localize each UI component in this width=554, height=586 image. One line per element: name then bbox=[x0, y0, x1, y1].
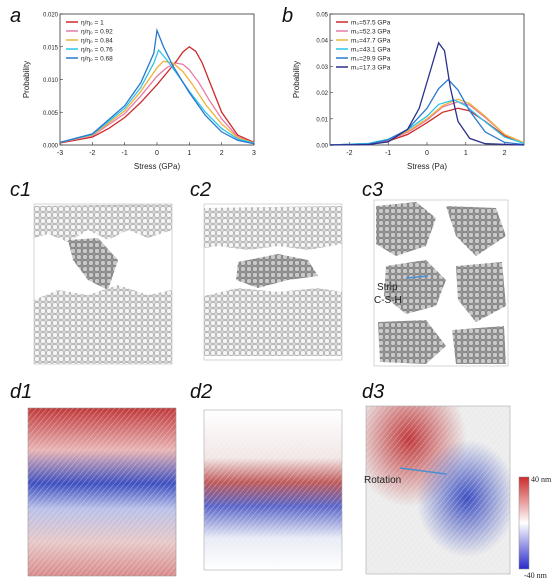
chart-a-y-tick-label: 0.020 bbox=[43, 13, 59, 19]
panel-label-a: a bbox=[10, 5, 22, 27]
chart-b-x-tick-label: -2 bbox=[346, 150, 352, 157]
chart-b-y-tick-label: 0.05 bbox=[316, 13, 328, 19]
displacement-field-d2 bbox=[203, 409, 343, 571]
displacement-colorbar bbox=[518, 476, 530, 570]
chart-a-x-tick-label: 0 bbox=[155, 150, 159, 157]
chart-b-x-tick-label: 1 bbox=[464, 150, 468, 157]
displacement-field-d3 bbox=[365, 405, 511, 575]
chart-a-series-line bbox=[59, 60, 255, 144]
chart-a-y-tick-label: 0.005 bbox=[43, 111, 59, 117]
chart-a-x-tick-label: 3 bbox=[252, 150, 256, 157]
panel-label-d1: d1 bbox=[10, 381, 33, 403]
displacement-field-d1 bbox=[27, 407, 177, 577]
chart-a-series-line bbox=[59, 27, 255, 145]
strip-csh-label-line1: Strip bbox=[377, 282, 398, 293]
chart-a-legend-entry: η/η₀ = 0.76 bbox=[81, 47, 113, 54]
chart-a-x-tick-label: 2 bbox=[220, 150, 224, 157]
strip-csh-label-line2: C-S-H bbox=[374, 295, 402, 306]
chart-a-series-line bbox=[59, 45, 255, 144]
chart-a-legend-entry: η/η₀ = 0.68 bbox=[81, 56, 113, 63]
chart-b-x-tick-label: -1 bbox=[385, 150, 391, 157]
panel-label-d2: d2 bbox=[190, 381, 213, 403]
chart-a-y-axis-label: Probability bbox=[22, 61, 31, 98]
chart-b-legend-entry: m₀=47.7 GPa bbox=[351, 38, 391, 45]
chart-a-y-tick-label: 0.015 bbox=[43, 45, 59, 51]
chart-b-x-tick-label: 0 bbox=[425, 150, 429, 157]
chart-a-legend-entry: η/η₀ = 0.84 bbox=[81, 38, 113, 45]
chart-a-y-tick-label: 0.010 bbox=[43, 78, 59, 84]
panel-label-c1: c1 bbox=[10, 179, 32, 201]
rotation-label: Rotation bbox=[364, 475, 402, 486]
chart-b-y-tick-label: 0.01 bbox=[316, 117, 328, 123]
chart-a-x-tick-label: -2 bbox=[89, 150, 95, 157]
colorbar-max-label: 40 nm bbox=[531, 475, 552, 484]
chart-b-legend-entry: m₀=43.1 GPa bbox=[351, 47, 391, 54]
chart-b-y-tick-label: 0.02 bbox=[316, 91, 328, 97]
chart-a-x-tick-label: 1 bbox=[187, 150, 191, 157]
particle-structure-c3 bbox=[373, 199, 509, 367]
particle-structure-c1 bbox=[33, 203, 173, 365]
chart-b-y-axis-label: Probability bbox=[292, 61, 301, 98]
chart-a-x-tick-label: -1 bbox=[122, 150, 128, 157]
chart-b-legend-entry: m₀=17.3 GPa bbox=[351, 65, 391, 72]
stress-distribution-chart-viscosity: -3 -2 -1 0 1 2 3 0.000 0.005 0.010 0.015 0.020 Stres… bbox=[22, 13, 256, 172]
chart-a-series-line bbox=[59, 48, 255, 144]
panel-label-c3: c3 bbox=[362, 179, 384, 201]
chart-b-x-axis-label: Stress (Pa) bbox=[407, 162, 447, 171]
chart-a-x-tick-label: -3 bbox=[57, 150, 63, 157]
colorbar-min-label: -40 nm bbox=[524, 571, 547, 580]
panel-label-c2: c2 bbox=[190, 179, 212, 201]
panel-label-d3: d3 bbox=[362, 381, 385, 403]
chart-a-legend-entry: η/η₀ = 0.92 bbox=[81, 29, 113, 36]
chart-b-y-tick-label: 0.04 bbox=[316, 39, 328, 45]
chart-b-x-tick-label: 2 bbox=[503, 150, 507, 157]
chart-b-series-line bbox=[329, 41, 525, 146]
chart-a-series-line bbox=[59, 62, 255, 144]
particle-structure-c2 bbox=[203, 203, 343, 361]
chart-b-legend-entry: m₀=57.5 GPa bbox=[351, 20, 391, 27]
stress-distribution-chart-modulus: -2 -1 0 1 2 0.00 0.01 0.02 0.03 0.04 0.05 Stress (P… bbox=[292, 13, 525, 171]
chart-b-series-line bbox=[329, 78, 525, 146]
chart-b-y-tick-label: 0.00 bbox=[316, 144, 328, 150]
chart-a-y-tick-label: 0.000 bbox=[43, 144, 59, 150]
chart-b-legend-entry: m₀=52.3 GPa bbox=[351, 29, 391, 36]
chart-a-legend-entry: η/η₀ = 1 bbox=[81, 20, 104, 27]
chart-a-x-axis-label: Stress (GPa) bbox=[134, 162, 181, 171]
panel-label-b: b bbox=[282, 5, 294, 27]
chart-b-legend-entry: m₀=29.9 GPa bbox=[351, 56, 391, 63]
chart-b-y-tick-label: 0.03 bbox=[316, 65, 328, 71]
